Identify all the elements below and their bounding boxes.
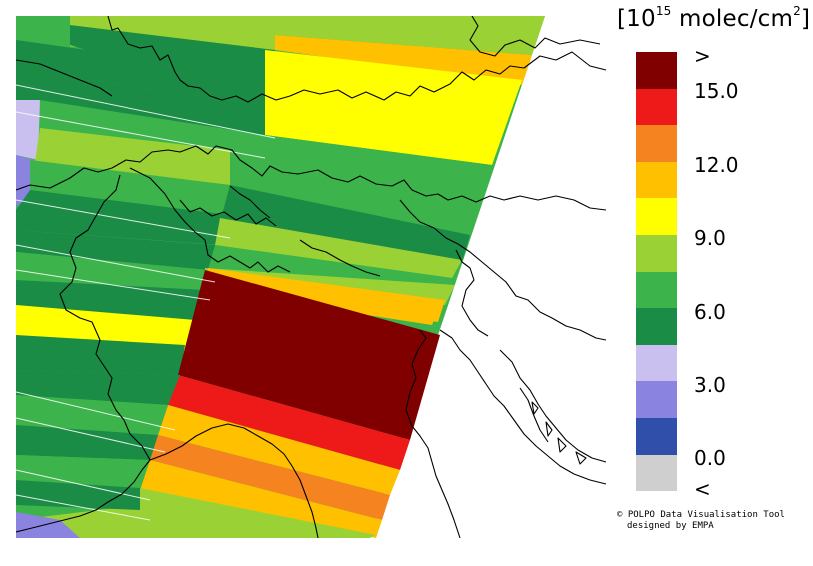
swath-pixel — [205, 268, 445, 322]
swath-pixel — [220, 185, 470, 262]
credit-line-2: designed by EMPA — [627, 521, 714, 531]
no2-column-map — [16, 16, 607, 538]
legend-swatch — [636, 52, 677, 89]
swath-pixel — [230, 150, 488, 235]
legend-swatch — [636, 271, 677, 309]
legend-labels: >15.0 12.0 9.0 6.0 3.0 0.0 < — [694, 40, 804, 501]
legend-swatch — [636, 381, 677, 418]
credit-line-1: © POLPO Data Visualisation Tool — [617, 510, 785, 520]
map-panel[interactable] — [16, 16, 609, 538]
legend-swatch — [636, 88, 677, 126]
swath-pixel — [16, 488, 376, 538]
swath-pixel — [16, 455, 150, 490]
swath-pixel — [215, 218, 462, 278]
swath-pixel — [275, 35, 532, 85]
legend-swatch — [636, 234, 677, 272]
swath-pixel — [16, 190, 230, 245]
swath-pixel — [16, 480, 140, 510]
legend-title: [1015 molec/cm2] — [617, 4, 811, 32]
swath-pixel — [16, 230, 215, 270]
swath-pixel — [16, 16, 70, 48]
legend-label: < — [694, 477, 711, 501]
legend-label: 0.0 — [694, 446, 726, 470]
swath-pixel — [140, 460, 382, 538]
legend-swatch — [636, 417, 677, 455]
swath-pixel — [40, 100, 492, 180]
swath-pixels — [16, 16, 545, 538]
swath-pixel — [16, 70, 265, 140]
legend-swatch — [636, 198, 677, 235]
swath-pixel — [16, 40, 265, 105]
legend-title-unit: molec/cm — [671, 6, 794, 32]
legend-label: 12.0 — [694, 153, 739, 177]
legend-label: 6.0 — [694, 300, 726, 324]
swath-pixel — [16, 395, 168, 435]
legend-label: 9.0 — [694, 226, 726, 250]
legend-swatch — [636, 161, 677, 199]
legend-swatch — [636, 308, 677, 345]
legend-title-base: [10 — [617, 6, 656, 32]
legend-label: 15.0 — [694, 79, 739, 103]
legend-swatch — [636, 125, 677, 162]
swath-pixel — [16, 100, 40, 160]
swath-pixel — [16, 512, 80, 538]
legend-title-close: ] — [800, 6, 811, 32]
legend-label: > — [694, 44, 711, 68]
swath-pixel — [16, 335, 185, 375]
swath-pixel — [16, 425, 158, 460]
credit-text: © POLPO Data Visualisation Tool designed… — [617, 510, 785, 532]
swath-pixel — [30, 160, 230, 215]
country-borders — [16, 16, 607, 538]
swath-pixel — [265, 50, 522, 165]
swath-pixel — [16, 370, 180, 405]
legend-colorbar — [636, 52, 677, 492]
swath-pixel — [16, 252, 208, 290]
legend-swatch — [636, 454, 677, 492]
swath-pixel — [168, 375, 410, 470]
swath-pixel — [35, 128, 230, 185]
legend-label: 3.0 — [694, 373, 726, 397]
legend-title-exponent: 15 — [655, 4, 672, 19]
legend-swatch — [636, 344, 677, 382]
swath-pixel — [178, 270, 440, 440]
legend-title-unit-exponent: 2 — [793, 4, 801, 19]
swath-pixel — [150, 435, 390, 520]
